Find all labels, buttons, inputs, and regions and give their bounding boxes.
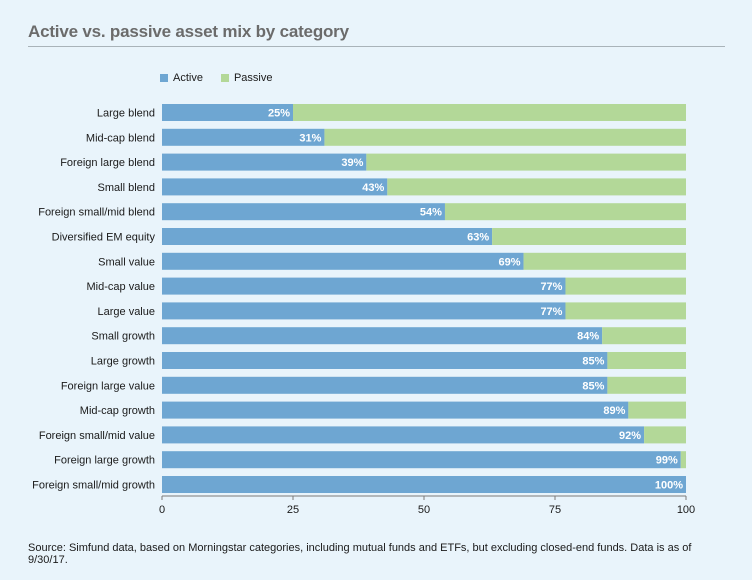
category-label: Small growth: [91, 331, 155, 343]
category-label: Foreign large blend: [60, 157, 155, 169]
bar-passive-foreign-large-blend: [366, 153, 686, 171]
data-label: 54%: [420, 207, 442, 219]
bar-active-diversified-em-equity: [162, 228, 493, 245]
data-label: 89%: [603, 405, 625, 417]
category-label: Large value: [98, 306, 156, 318]
data-label: 99%: [656, 455, 678, 467]
bar-active-foreign-small-mid-growth: [162, 476, 686, 493]
legend-swatch-active: [160, 74, 168, 82]
category-label: Foreign small/mid value: [39, 430, 155, 442]
category-label: Mid-cap blend: [86, 132, 155, 144]
data-label: 39%: [341, 157, 363, 169]
legend: Active Passive: [160, 72, 273, 84]
bar-passive-foreign-small-mid-blend: [444, 203, 686, 221]
bar-active-foreign-small-mid-blend: [162, 203, 445, 221]
bar-passive-diversified-em-equity: [492, 228, 686, 245]
legend-label-passive: Passive: [233, 72, 273, 84]
legend-item-passive: Passive: [220, 72, 273, 84]
data-label: 77%: [540, 306, 562, 318]
bar-passive-mid-cap-value: [565, 277, 686, 295]
bar-passive-mid-cap-blend: [324, 128, 686, 146]
data-label: 85%: [582, 356, 604, 368]
x-tick-label: 50: [418, 504, 430, 516]
category-label: Diversified EM equity: [52, 232, 156, 244]
bar-passive-large-growth: [607, 352, 686, 369]
data-label: 85%: [582, 380, 604, 392]
data-label: 43%: [362, 182, 384, 194]
data-label: 69%: [499, 256, 521, 268]
bar-passive-foreign-large-growth: [680, 451, 686, 469]
bar-passive-foreign-large-value: [607, 376, 686, 394]
bar-passive-small-blend: [387, 178, 686, 196]
x-tick-label: 100: [677, 504, 695, 516]
legend-swatch-passive: [220, 74, 229, 82]
category-label: Small blend: [98, 182, 155, 194]
bar-active-large-value: [162, 302, 566, 320]
bar-active-foreign-large-blend: [162, 153, 367, 171]
bar-active-small-growth: [162, 327, 603, 345]
bar-passive-small-growth: [602, 327, 686, 345]
data-label: 100%: [655, 480, 683, 492]
bar-active-large-growth: [162, 352, 608, 369]
x-tick-label: 0: [159, 504, 165, 516]
bar-active-small-blend: [162, 178, 388, 196]
bar-active-mid-cap-growth: [162, 401, 629, 419]
category-label: Large growth: [91, 356, 155, 368]
x-tick-label: 25: [287, 504, 299, 516]
bar-active-foreign-large-growth: [162, 451, 681, 469]
category-label: Foreign small/mid blend: [38, 207, 155, 219]
bar-active-mid-cap-value: [162, 277, 566, 295]
bar-passive-large-value: [565, 302, 686, 320]
legend-label-active: Active: [173, 72, 203, 84]
source-footnote: Source: Simfund data, based on Morningst…: [28, 542, 692, 566]
bar-passive-large-blend: [293, 104, 686, 121]
category-label: Large blend: [97, 108, 155, 120]
bar-active-foreign-large-value: [162, 376, 608, 394]
category-label: Mid-cap value: [87, 281, 155, 293]
bar-passive-mid-cap-growth: [628, 401, 686, 419]
chart-title: Active vs. passive asset mix by category: [28, 22, 349, 41]
x-tick-label: 75: [549, 504, 561, 516]
data-label: 25%: [268, 108, 290, 120]
data-label: 84%: [577, 331, 599, 343]
bar-passive-foreign-small-mid-value: [644, 426, 686, 444]
legend-item-active: Active: [160, 72, 203, 84]
category-label: Foreign large growth: [54, 455, 155, 467]
category-label: Foreign small/mid growth: [32, 480, 155, 492]
data-label: 63%: [467, 232, 489, 244]
bar-active-small-value: [162, 252, 524, 270]
bar-passive-small-value: [523, 252, 686, 270]
category-label: Foreign large value: [61, 380, 155, 392]
bar-active-foreign-small-mid-value: [162, 426, 645, 444]
category-label: Mid-cap growth: [80, 405, 155, 417]
data-label: 92%: [619, 430, 641, 442]
data-label: 77%: [540, 281, 562, 293]
category-label: Small value: [98, 256, 155, 268]
bar-active-large-blend: [162, 104, 293, 121]
bar-active-mid-cap-blend: [162, 128, 325, 146]
title-divider: [28, 46, 725, 47]
data-label: 31%: [299, 132, 321, 144]
